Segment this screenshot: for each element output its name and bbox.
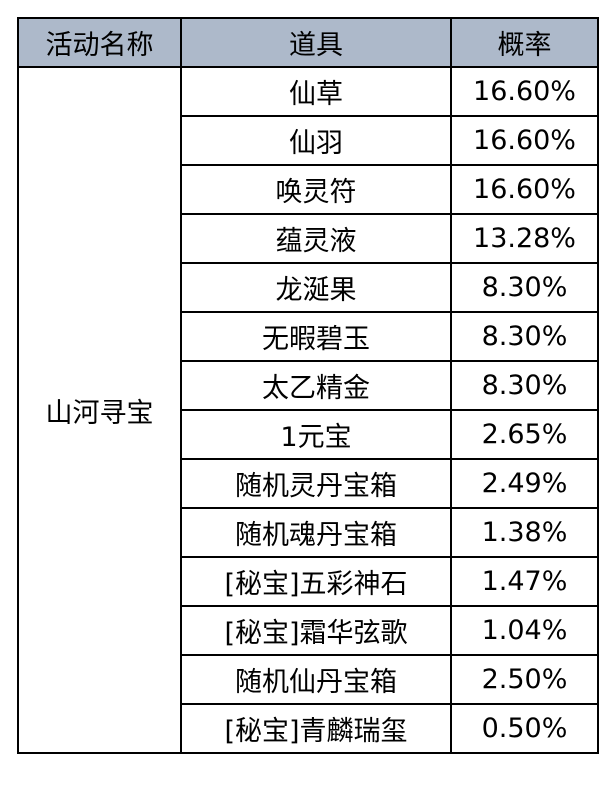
probability-cell: 8.30% [450,360,599,411]
item-cell: 龙涎果 [180,262,452,313]
table-row: 1元宝 2.65% [18,409,599,460]
item-cell: 随机灵丹宝箱 [180,458,452,509]
item-cell: [秘宝]青麟瑞玺 [180,703,452,754]
probability-cell: 0.50% [450,703,599,754]
header-activity: 活动名称 [17,17,182,68]
header-probability: 概率 [450,17,599,68]
item-cell: 太乙精金 [180,360,452,411]
item-cell: 唤灵符 [180,164,452,215]
probability-cell: 8.30% [450,311,599,362]
probability-table: 活动名称 道具 概率 山河寻宝 仙草 16.60% 仙羽 16.60% 唤灵符 16.60%… [17,17,599,754]
probability-cell: 16.60% [450,115,599,166]
table-row: 随机仙丹宝箱 2.50% [18,654,599,705]
item-cell: 随机仙丹宝箱 [180,654,452,705]
header-row: 活动名称 道具 概率 [17,17,599,68]
probability-cell: 2.65% [450,409,599,460]
table-row: [秘宝]霜华弦歌 1.04% [18,605,599,656]
table-row: 随机魂丹宝箱 1.38% [18,507,599,558]
probability-cell: 16.60% [450,164,599,215]
probability-cell: 1.47% [450,556,599,607]
probability-cell: 1.38% [450,507,599,558]
item-cell: 无暇碧玉 [180,311,452,362]
item-cell: 1元宝 [180,409,452,460]
table-row: 唤灵符 16.60% [18,164,599,215]
probability-cell: 1.04% [450,605,599,656]
item-cell: 蕴灵液 [180,213,452,264]
probability-cell: 8.30% [450,262,599,313]
item-cell: [秘宝]五彩神石 [180,556,452,607]
probability-cell: 2.49% [450,458,599,509]
table-row: 蕴灵液 13.28% [18,213,599,264]
table-row: [秘宝]青麟瑞玺 0.50% [18,703,599,754]
item-cell: [秘宝]霜华弦歌 [180,605,452,656]
table-row: 山河寻宝 仙草 16.60% [17,66,599,754]
table-row: 龙涎果 8.30% [18,262,599,313]
probability-cell: 13.28% [450,213,599,264]
item-cell: 仙羽 [180,115,452,166]
table-row: 随机灵丹宝箱 2.49% [18,458,599,509]
header-item: 道具 [180,17,452,68]
table-row: 无暇碧玉 8.30% [18,311,599,362]
item-cell: 随机魂丹宝箱 [180,507,452,558]
probability-cell: 2.50% [450,654,599,705]
probability-cell: 16.60% [450,66,599,117]
table-row: 仙羽 16.60% [18,115,599,166]
activity-name-cell: 山河寻宝 [17,66,182,754]
item-cell: 仙草 [180,66,452,117]
table-row: [秘宝]五彩神石 1.47% [18,556,599,607]
table-row: 太乙精金 8.30% [18,360,599,411]
